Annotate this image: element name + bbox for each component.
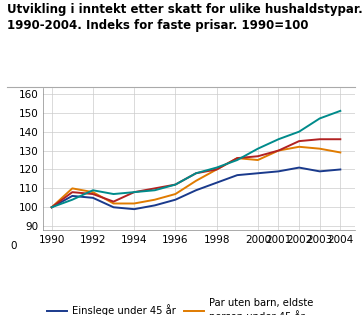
Text: Utvikling i inntekt etter skatt for ulike hushaldstypar.
1990-2004. Indeks for f: Utvikling i inntekt etter skatt for ulik… bbox=[7, 3, 362, 32]
Legend: Einslege under 45 år, Par med barn 0-6 år, Par uten barn, eldste
person under 45: Einslege under 45 år, Par med barn 0-6 å… bbox=[43, 295, 355, 315]
Text: 0: 0 bbox=[10, 241, 17, 251]
